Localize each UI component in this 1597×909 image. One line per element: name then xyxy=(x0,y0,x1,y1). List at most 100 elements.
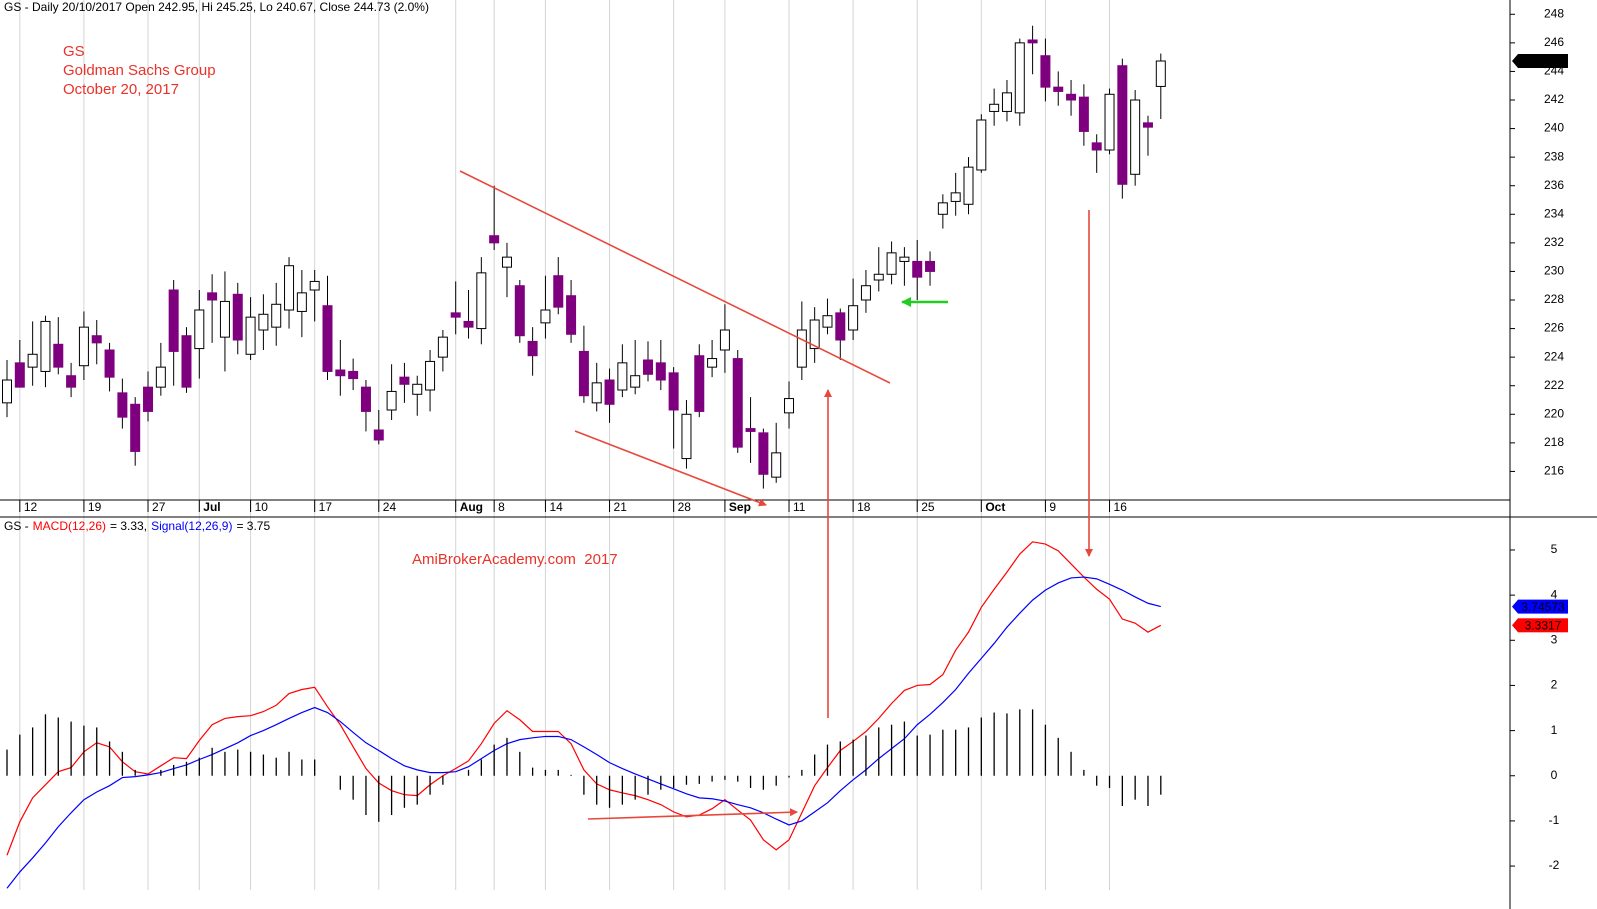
candle-body xyxy=(873,273,884,281)
y-tick-label: 5 xyxy=(1551,542,1558,556)
y-tick-label: 222 xyxy=(1544,378,1564,392)
candle-body xyxy=(14,362,25,388)
candle-body xyxy=(296,292,307,312)
candle-body xyxy=(578,350,589,397)
candle-body xyxy=(168,289,179,352)
candle-body xyxy=(412,383,423,395)
macd-legend: GS - MACD(12,26) = 3.33, Signal(12,26,9) = 3… xyxy=(4,519,270,533)
legend-value: = 3.33, xyxy=(110,519,147,533)
candle-body xyxy=(309,280,320,291)
line-series xyxy=(6,576,1161,889)
x-tick-label: 14 xyxy=(549,500,563,514)
candle-body xyxy=(514,285,525,337)
candle-body xyxy=(771,452,782,478)
trend-line xyxy=(459,170,891,384)
legend-entry: Signal(12,26,9) xyxy=(151,519,232,533)
candle-body xyxy=(450,312,461,318)
candle-body xyxy=(732,358,743,448)
candle-body xyxy=(784,398,795,414)
candle-body xyxy=(822,315,833,328)
chart-date: October 20, 2017 xyxy=(63,81,179,98)
candle-body xyxy=(78,326,89,367)
candle-body xyxy=(219,300,230,338)
x-tick-label: 25 xyxy=(921,500,935,514)
value-tag-pointer xyxy=(1512,599,1518,614)
x-tick-label: 27 xyxy=(152,500,166,514)
candle-body xyxy=(1091,142,1102,151)
chart-subtitle: Goldman Sachs Group xyxy=(63,62,216,79)
x-tick-label: 28 xyxy=(678,500,692,514)
candle-body xyxy=(1001,92,1012,112)
x-tick-label: Oct xyxy=(985,500,1005,514)
candle-body xyxy=(130,403,141,452)
candle-body xyxy=(553,275,564,308)
candle-body xyxy=(886,252,897,275)
candle-body xyxy=(232,293,243,341)
x-tick-label: 9 xyxy=(1049,500,1056,514)
value-tag-label: 3.74573 xyxy=(1521,600,1565,614)
candle-body xyxy=(668,372,679,411)
candle-body xyxy=(643,359,653,375)
y-tick-label: 216 xyxy=(1544,464,1564,478)
candle-body xyxy=(591,382,602,404)
candle-body xyxy=(335,369,346,377)
x-tick-label: 18 xyxy=(857,500,871,514)
candle-body xyxy=(489,235,500,244)
candle-body xyxy=(796,329,807,368)
candle-body xyxy=(835,312,846,341)
x-tick-label: Jul xyxy=(203,500,220,514)
candle-body xyxy=(989,103,1000,112)
candle-body xyxy=(194,309,205,350)
value-tag xyxy=(1518,54,1568,68)
candle-body xyxy=(1104,93,1115,151)
candle-body xyxy=(604,379,615,405)
candle-body xyxy=(848,305,859,331)
candle-body xyxy=(91,335,102,344)
candle-body xyxy=(809,319,820,350)
x-tick-label: 8 xyxy=(498,500,505,514)
x-tick-label: 19 xyxy=(88,500,102,514)
candle-body xyxy=(976,119,987,171)
candle-body xyxy=(719,329,730,351)
candle-body xyxy=(707,358,718,368)
candle-body xyxy=(860,285,871,301)
candle-body xyxy=(912,260,923,278)
candle-body xyxy=(143,386,154,412)
y-tick-label: 4 xyxy=(1551,587,1558,601)
x-tick-label: Aug xyxy=(460,500,483,514)
candle-body xyxy=(284,265,295,311)
candle-body xyxy=(1066,93,1077,101)
candle-body xyxy=(681,413,692,460)
x-tick-label: 11 xyxy=(793,500,806,514)
value-tag xyxy=(1518,618,1568,633)
candle-body xyxy=(745,428,756,432)
watermark: AmiBrokerAcademy.com 2017 xyxy=(412,551,618,568)
candle-body xyxy=(758,432,769,475)
y-tick-label: 230 xyxy=(1544,264,1564,278)
y-tick-label: 240 xyxy=(1544,121,1564,135)
x-tick-label: 21 xyxy=(614,500,628,514)
candle-body xyxy=(245,316,256,355)
y-tick-label: 218 xyxy=(1544,435,1564,449)
y-tick-label: 0 xyxy=(1551,768,1558,782)
y-tick-label: -1 xyxy=(1549,813,1560,827)
candle-body xyxy=(476,272,487,330)
legend-prefix: GS - xyxy=(4,519,29,533)
candle-body xyxy=(630,375,641,388)
candle-body xyxy=(925,260,936,272)
candle-body xyxy=(425,360,436,391)
candle-body xyxy=(207,292,218,301)
candle-body xyxy=(386,390,397,411)
candle-body xyxy=(181,335,192,388)
candle-body xyxy=(1053,86,1064,92)
header: GS - Daily 20/10/2017 Open 242.95, Hi 24… xyxy=(4,0,429,14)
candle-body xyxy=(104,349,115,378)
candle-body xyxy=(540,309,551,324)
candle-body xyxy=(694,355,705,412)
y-tick-label: 238 xyxy=(1544,149,1564,163)
candle-body xyxy=(373,429,384,441)
candle-body xyxy=(437,336,448,358)
y-tick-label: 234 xyxy=(1544,206,1564,220)
candle-body xyxy=(2,379,12,404)
